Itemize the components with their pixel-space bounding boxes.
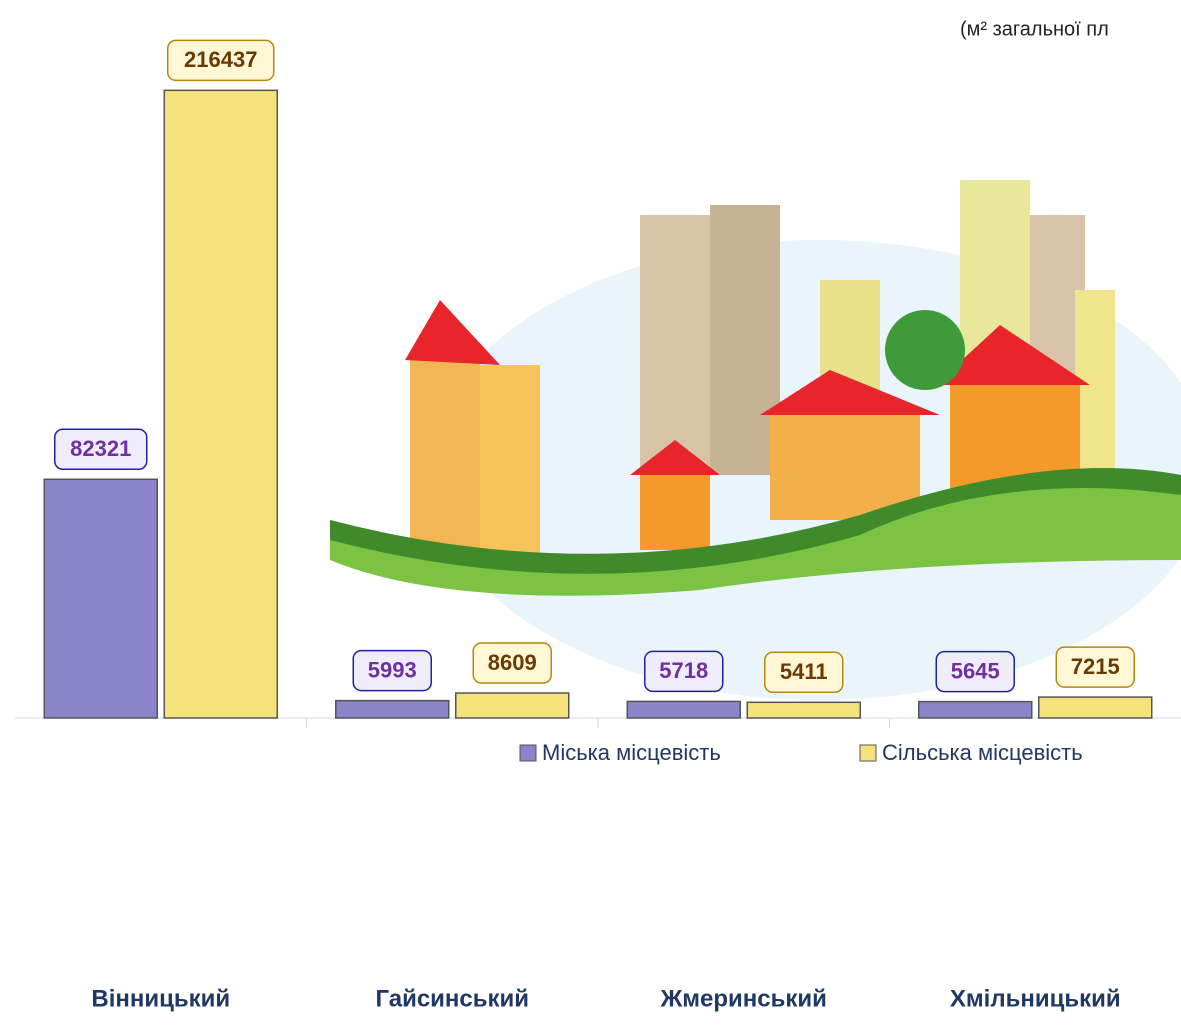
bar — [335, 699, 450, 719]
legend-marker — [859, 744, 877, 762]
chart-title: (м² загальної пл — [960, 18, 1109, 40]
bar — [43, 478, 158, 719]
legend-marker — [519, 744, 537, 762]
x-tick-label: Жмеринський — [660, 985, 827, 1012]
value-label: 7215 — [1071, 654, 1120, 679]
value-label-box — [935, 650, 1015, 693]
bar — [746, 701, 861, 719]
value-label-box — [764, 651, 844, 694]
house — [770, 410, 920, 520]
building — [410, 360, 480, 570]
roof — [405, 300, 500, 365]
value-label: 216437 — [184, 47, 257, 72]
value-label: 82321 — [70, 436, 131, 461]
x-tick-label: Хмільницький — [950, 985, 1121, 1012]
roof — [760, 370, 940, 415]
tree — [885, 310, 965, 390]
value-label: 5645 — [951, 658, 1000, 683]
value-label-box — [167, 39, 275, 82]
hill-shadow — [330, 468, 1181, 574]
x-tick-label: Вінницький — [91, 985, 230, 1012]
value-label: 5993 — [368, 657, 417, 682]
roof — [935, 325, 1090, 385]
value-label-box — [54, 428, 148, 471]
building — [480, 365, 540, 575]
bar — [163, 89, 278, 719]
value-label-box — [352, 649, 432, 692]
legend-label: Сільська місцевість — [882, 740, 1083, 765]
value-label-box — [644, 650, 724, 693]
value-label-box — [1055, 646, 1135, 688]
value-label: 5718 — [659, 658, 708, 683]
bar — [455, 692, 570, 719]
roof — [630, 440, 720, 475]
bar — [1038, 696, 1153, 719]
city-illustration — [330, 180, 1181, 700]
bar — [626, 700, 741, 719]
value-label: 8609 — [488, 650, 537, 675]
legend-label: Міська місцевість — [542, 740, 721, 765]
value-label-box — [472, 642, 552, 684]
x-tick-label: Гайсинський — [375, 985, 529, 1012]
bar — [918, 700, 1033, 719]
house — [640, 470, 710, 550]
building — [710, 205, 780, 475]
value-label: 5411 — [780, 659, 828, 684]
